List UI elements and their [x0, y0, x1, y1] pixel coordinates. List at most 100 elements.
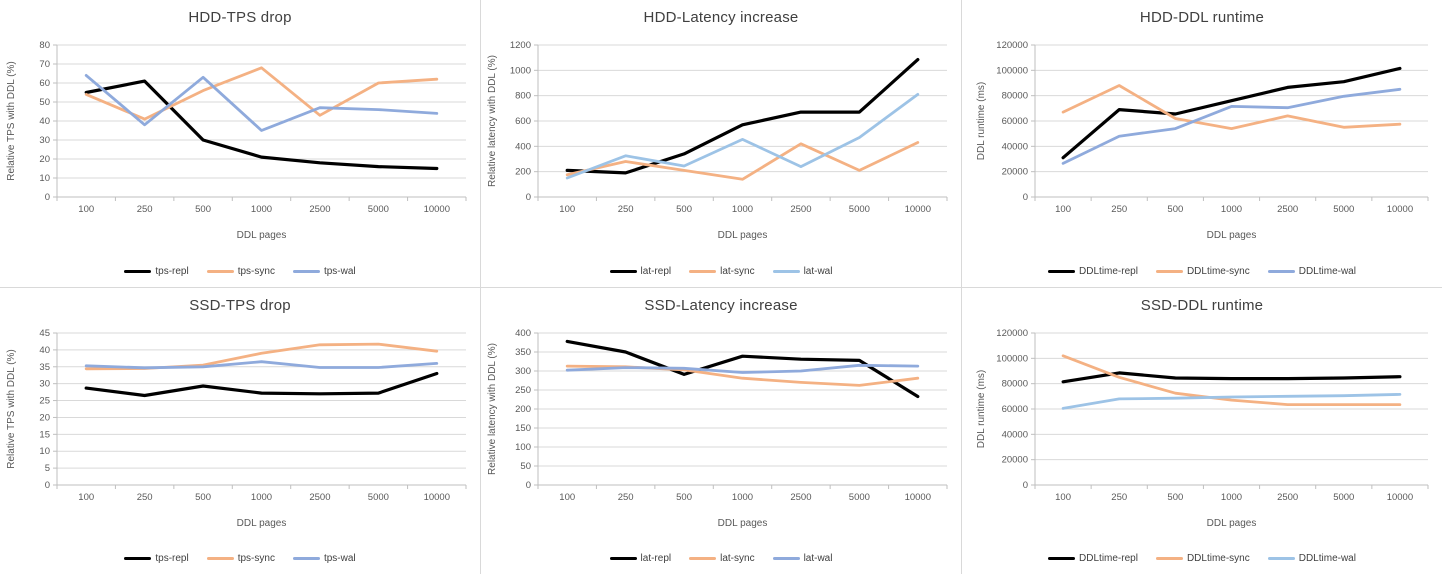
- x-tick-label: 500: [1167, 204, 1183, 215]
- legend-label: lat-sync: [720, 553, 755, 564]
- x-tick-label: 5000: [368, 204, 389, 215]
- y-tick-label: 5: [45, 463, 50, 474]
- x-tick-label: 10000: [905, 204, 931, 215]
- legend-label: tps-sync: [237, 553, 275, 564]
- y-tick-label: 400: [515, 328, 531, 339]
- legend-swatch: [689, 270, 717, 273]
- y-tick-label: 1000: [510, 65, 531, 76]
- legend-label: lat-sync: [720, 266, 755, 277]
- x-tick-label: 250: [137, 204, 153, 215]
- chart-svg: 0 10 20 30 40 50 60 70 80 100 250 500 1000 2500 5000 10…: [6, 40, 467, 241]
- legend-label: DDLtime-sync: [1186, 553, 1250, 564]
- y-tick-label: 60: [39, 78, 50, 89]
- y-axis-title: Relative latency with DDL (%): [487, 55, 498, 187]
- y-tick-label: 80: [39, 40, 50, 51]
- y-tick-label: 20: [39, 412, 50, 423]
- y-tick-label: 30: [39, 135, 50, 146]
- y-tick-label: 45: [39, 328, 50, 339]
- y-tick-label: 0: [526, 192, 531, 203]
- y-tick-label: 200: [515, 404, 531, 415]
- x-tick-label: 5000: [1333, 492, 1354, 503]
- chart-canvas: 0 50 100 150 200 250 300 350 400 100 250 500 1000 250…: [481, 324, 961, 536]
- series-line-DDLtime-wal: [1061, 393, 1402, 410]
- chart-canvas: 0 200 400 600 800 1000 1200 100 250 500 1000 2500 50…: [481, 36, 961, 248]
- legend-label: tps-repl: [155, 553, 189, 564]
- series-line-lat-wal: [565, 363, 920, 374]
- x-tick-label: 500: [195, 204, 211, 215]
- legend-swatch: [206, 270, 234, 273]
- chart-panel-hdd-ddl-runtime: HDD-DDL runtime 0 20000 40000 60000 80000 100…: [961, 0, 1442, 287]
- legend-swatch: [772, 270, 800, 273]
- legend-item: tps-wal: [292, 266, 356, 277]
- legend-item: tps-wal: [292, 553, 356, 564]
- y-tick-label: 120000: [996, 40, 1028, 51]
- legend-item: tps-repl: [124, 553, 189, 564]
- chart-canvas: 0 20000 40000 60000 80000 100000 120000 100 250 5…: [962, 324, 1442, 536]
- series-line-tps-sync: [84, 342, 439, 371]
- y-tick-label: 300: [515, 366, 531, 377]
- series-line-DDLtime-repl: [1061, 371, 1402, 384]
- legend-swatch: [772, 557, 800, 560]
- legend-label: lat-wal: [803, 266, 833, 277]
- y-tick-label: 70: [39, 59, 50, 70]
- chart-legend: DDLtime-repl DDLtime-sync DDLtime-wal: [962, 553, 1442, 564]
- y-axis-title: Relative TPS with DDL (%): [6, 349, 17, 468]
- x-tick-label: 10000: [1387, 204, 1413, 215]
- y-tick-label: 10: [39, 446, 50, 457]
- series-line-lat-repl: [565, 58, 920, 175]
- legend-swatch: [1048, 556, 1076, 561]
- y-tick-label: 30: [39, 379, 50, 390]
- x-tick-label: 1000: [1221, 492, 1242, 503]
- x-tick-label: 2500: [790, 204, 811, 215]
- legend-label: DDLtime-repl: [1079, 553, 1138, 564]
- x-tick-label: 1000: [1221, 204, 1242, 215]
- chart-svg: 0 50 100 150 200 250 300 350 400 100 250 500 1000 250…: [487, 328, 948, 529]
- legend-label: DDLtime-wal: [1298, 553, 1356, 564]
- legend-item: DDLtime-sync: [1155, 553, 1250, 564]
- series-line-tps-repl: [84, 371, 439, 398]
- chart-svg: 0 20000 40000 60000 80000 100000 120000 100 250 5…: [976, 328, 1429, 529]
- x-tick-label: 5000: [1333, 204, 1354, 215]
- x-tick-label: 500: [1167, 492, 1183, 503]
- y-tick-label: 350: [515, 347, 531, 358]
- y-tick-label: 50: [39, 97, 50, 108]
- legend-swatch: [124, 269, 152, 274]
- chart-canvas: 0 5 10 15 20 25 30 35 40 45 100 250 500 1000 2500 5000 1…: [0, 324, 480, 536]
- x-tick-label: 2500: [1277, 492, 1298, 503]
- y-tick-label: 100000: [996, 65, 1028, 76]
- y-tick-label: 20000: [1002, 455, 1028, 466]
- chart-title: HDD-Latency increase: [643, 9, 799, 26]
- y-tick-label: 80000: [1002, 379, 1028, 390]
- x-axis-title: DDL pages: [1207, 518, 1257, 529]
- y-tick-label: 0: [526, 480, 531, 491]
- series-line-lat-repl: [565, 339, 920, 399]
- legend-label: DDLtime-wal: [1298, 266, 1356, 277]
- series-line-DDLtime-wal: [1061, 87, 1402, 165]
- y-tick-label: 0: [1023, 480, 1028, 491]
- chart-title: SSD-DDL runtime: [1140, 297, 1264, 314]
- y-tick-label: 100: [515, 442, 531, 453]
- x-tick-label: 100: [1055, 204, 1071, 215]
- chart-legend: DDLtime-repl DDLtime-sync DDLtime-wal: [962, 266, 1442, 277]
- y-tick-label: 40000: [1002, 141, 1028, 152]
- series-line-tps-wal: [84, 360, 439, 370]
- x-tick-label: 5000: [849, 492, 870, 503]
- chart-panel-ssd-tps-drop: SSD-TPS drop 0 5 10 15 20 25 30 35 40 45 100 250 500…: [0, 287, 480, 574]
- x-tick-label: 500: [676, 492, 692, 503]
- legend-item: lat-repl: [609, 553, 672, 564]
- legend-item: tps-sync: [206, 553, 275, 564]
- x-tick-label: 250: [137, 492, 153, 503]
- y-tick-label: 40: [39, 116, 50, 127]
- legend-item: lat-sync: [689, 553, 755, 564]
- legend-label: lat-repl: [640, 553, 672, 564]
- y-tick-label: 120000: [996, 328, 1028, 339]
- x-tick-label: 250: [618, 492, 634, 503]
- x-tick-label: 1000: [251, 492, 272, 503]
- x-tick-label: 10000: [905, 492, 931, 503]
- x-axis-title: DDL pages: [718, 518, 768, 529]
- legend-label: DDLtime-repl: [1079, 266, 1138, 277]
- legend-label: tps-wal: [323, 553, 356, 564]
- y-tick-label: 250: [515, 385, 531, 396]
- y-tick-label: 50: [520, 461, 531, 472]
